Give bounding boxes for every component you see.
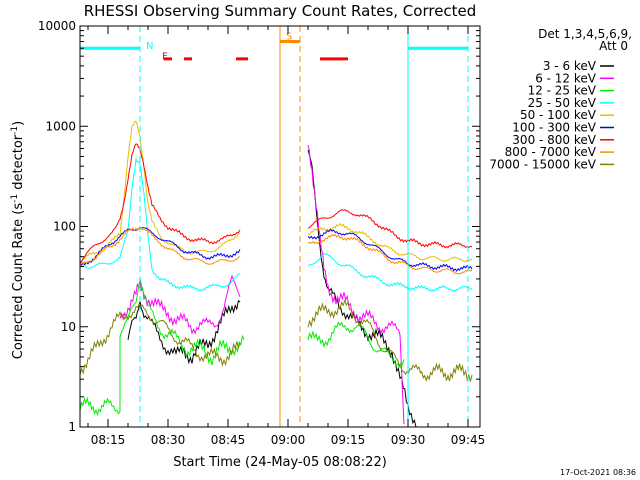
y-axis-label-mid: detector bbox=[11, 134, 26, 194]
x-tick-label: 09:30 bbox=[391, 433, 426, 447]
series-line bbox=[307, 298, 473, 383]
legend-header-line2: Att 0 bbox=[599, 39, 628, 53]
axis-ticks: 1 10 100 1000 10000 08:15 08:30 08:45 09:00 09:15… bbox=[38, 19, 485, 447]
series-line bbox=[127, 299, 241, 365]
legend-entry-label: 6 - 12 keV bbox=[535, 71, 597, 85]
series-line bbox=[307, 228, 473, 272]
x-axis-label: Start Time (24-May-05 08:08:22) bbox=[173, 455, 387, 470]
annotation-f: F bbox=[162, 51, 168, 62]
series-line bbox=[79, 143, 241, 264]
series-line bbox=[79, 278, 245, 417]
legend-entry-label: 300 - 800 keV bbox=[512, 133, 596, 147]
series-line bbox=[79, 303, 241, 376]
y-tick-label: 1000 bbox=[45, 119, 76, 133]
series-line bbox=[307, 149, 417, 428]
y-axis-label-sup2: -1 bbox=[10, 126, 20, 135]
series-line bbox=[79, 226, 241, 266]
series-line bbox=[307, 222, 473, 263]
y-tick-label: 100 bbox=[53, 220, 76, 234]
y-axis-label: Corrected Count Rate (s-1 detector-1) bbox=[10, 121, 26, 359]
y-axis-label-sup1: -1 bbox=[10, 194, 20, 203]
series-line bbox=[307, 144, 405, 425]
x-tick-label: 08:45 bbox=[211, 433, 246, 447]
y-tick-label: 10000 bbox=[38, 19, 76, 33]
x-tick-label: 08:30 bbox=[151, 433, 186, 447]
y-tick-label: 10 bbox=[61, 320, 76, 334]
series-line bbox=[307, 209, 473, 249]
y-tick-label: 1 bbox=[68, 420, 76, 434]
legend-entry-label: 3 - 6 keV bbox=[543, 59, 597, 73]
series-line bbox=[79, 157, 241, 292]
legend-entry-label: 12 - 25 keV bbox=[528, 84, 597, 98]
legend-entry-label: 25 - 50 keV bbox=[528, 96, 597, 110]
x-tick-label: 09:45 bbox=[451, 433, 486, 447]
series-layer bbox=[79, 120, 473, 428]
annotation-s: S bbox=[286, 32, 292, 43]
series-line bbox=[307, 233, 473, 275]
footer-timestamp: 17-Oct-2021 08:36 bbox=[560, 468, 636, 477]
series-line bbox=[307, 253, 473, 293]
y-axis-label-main: Corrected Count Rate (s bbox=[11, 203, 26, 360]
x-tick-label: 08:15 bbox=[91, 433, 126, 447]
legend-entry-label: 100 - 300 keV bbox=[512, 121, 596, 135]
legend-entry-label: 50 - 100 keV bbox=[520, 108, 597, 122]
x-tick-label: 09:00 bbox=[271, 433, 306, 447]
x-tick-label: 09:15 bbox=[331, 433, 366, 447]
legend-entry-label: 7000 - 15000 keV bbox=[489, 157, 596, 171]
y-axis-label-end: ) bbox=[11, 121, 26, 126]
annotation-n: N bbox=[146, 41, 153, 52]
legend-entry-label: 800 - 7000 keV bbox=[505, 145, 597, 159]
legend-header-line1: Det 1,3,4,5,6,9, bbox=[538, 27, 632, 41]
chart-title: RHESSI Observing Summary Count Rates, Co… bbox=[84, 2, 477, 20]
